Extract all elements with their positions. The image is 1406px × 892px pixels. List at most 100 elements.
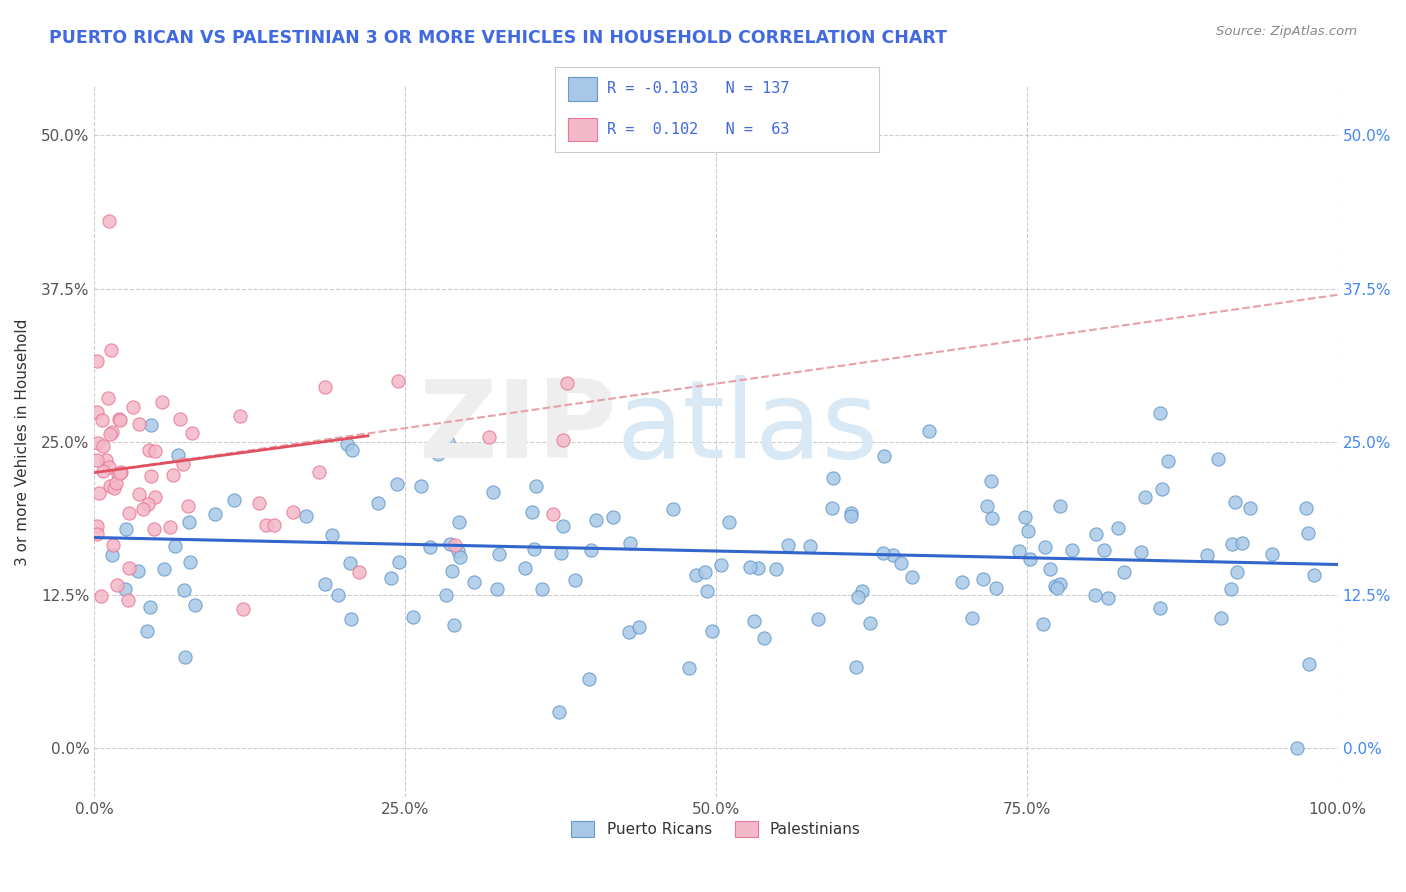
Point — [553, 518, 575, 533]
Point — [882, 548, 904, 562]
Point — [541, 507, 564, 521]
Point — [859, 615, 882, 630]
Point — [555, 376, 578, 390]
Point — [738, 560, 761, 574]
Point — [564, 573, 586, 587]
Point — [321, 527, 343, 541]
Point — [981, 511, 1004, 525]
Point — [441, 564, 464, 578]
Point — [401, 610, 423, 624]
Point — [173, 650, 195, 665]
Point — [523, 541, 546, 556]
Point — [100, 343, 122, 357]
Point — [1302, 567, 1324, 582]
Point — [463, 574, 485, 589]
Point — [1032, 617, 1054, 632]
Point — [821, 471, 844, 485]
Point — [101, 548, 124, 562]
Point — [184, 598, 207, 612]
Text: R = -0.103   N = 137: R = -0.103 N = 137 — [607, 81, 790, 96]
Point — [143, 523, 166, 537]
Point — [169, 412, 191, 426]
Point — [488, 547, 510, 561]
Point — [367, 496, 389, 510]
Point — [807, 612, 830, 626]
Point — [91, 464, 114, 478]
Point — [281, 505, 304, 519]
Point — [177, 499, 200, 513]
Point — [86, 527, 108, 541]
Point — [409, 478, 432, 492]
Point — [1149, 601, 1171, 615]
Point — [1129, 545, 1152, 559]
Point — [1017, 524, 1039, 539]
Point — [1019, 552, 1042, 566]
Point — [1295, 501, 1317, 516]
Point — [434, 588, 457, 602]
Point — [204, 507, 226, 521]
Point — [524, 479, 547, 493]
Point — [97, 459, 120, 474]
Point — [872, 547, 894, 561]
Point — [585, 513, 607, 527]
Point — [98, 214, 121, 228]
Point — [86, 452, 108, 467]
Point — [103, 481, 125, 495]
Point — [1039, 562, 1062, 576]
Point — [1033, 541, 1056, 555]
Point — [139, 599, 162, 614]
Point — [128, 486, 150, 500]
Point — [162, 467, 184, 482]
Point — [1220, 537, 1243, 551]
Point — [579, 543, 602, 558]
Point — [799, 539, 821, 553]
Point — [478, 430, 501, 444]
Point — [108, 466, 131, 480]
Point — [1008, 544, 1031, 558]
Point — [135, 624, 157, 639]
Point — [553, 433, 575, 447]
Point — [89, 486, 111, 500]
Point — [347, 566, 370, 580]
Point — [328, 588, 350, 602]
Point — [100, 425, 122, 439]
Point — [845, 660, 868, 674]
Point — [984, 581, 1007, 595]
Point — [87, 436, 110, 450]
Text: atlas: atlas — [617, 375, 879, 481]
Point — [308, 466, 330, 480]
Point — [950, 575, 973, 590]
Point — [443, 618, 465, 632]
Point — [976, 500, 998, 514]
Point — [486, 582, 509, 597]
Point — [1046, 581, 1069, 595]
Point — [1239, 500, 1261, 515]
Point — [1133, 491, 1156, 505]
Legend: Puerto Ricans, Palestinians: Puerto Ricans, Palestinians — [565, 815, 866, 843]
Point — [1014, 509, 1036, 524]
Point — [98, 479, 121, 493]
Point — [482, 485, 505, 500]
Point — [247, 496, 270, 510]
Point — [97, 391, 120, 405]
Point — [110, 465, 132, 479]
Point — [449, 515, 471, 529]
Point — [1049, 500, 1071, 514]
Point — [696, 584, 718, 599]
Point — [846, 591, 869, 605]
Bar — [568, 118, 598, 142]
Point — [443, 538, 465, 552]
Text: R =  0.102   N =  63: R = 0.102 N = 63 — [607, 122, 790, 137]
Point — [173, 583, 195, 598]
Point — [153, 561, 176, 575]
Text: ZIP: ZIP — [418, 375, 617, 481]
Point — [917, 424, 939, 438]
Point — [744, 614, 766, 628]
Point — [114, 582, 136, 596]
Point — [86, 519, 108, 533]
Point — [1230, 536, 1253, 550]
Text: Source: ZipAtlas.com: Source: ZipAtlas.com — [1216, 25, 1357, 38]
Point — [336, 437, 359, 451]
Point — [1206, 452, 1229, 467]
Point — [1296, 525, 1319, 540]
